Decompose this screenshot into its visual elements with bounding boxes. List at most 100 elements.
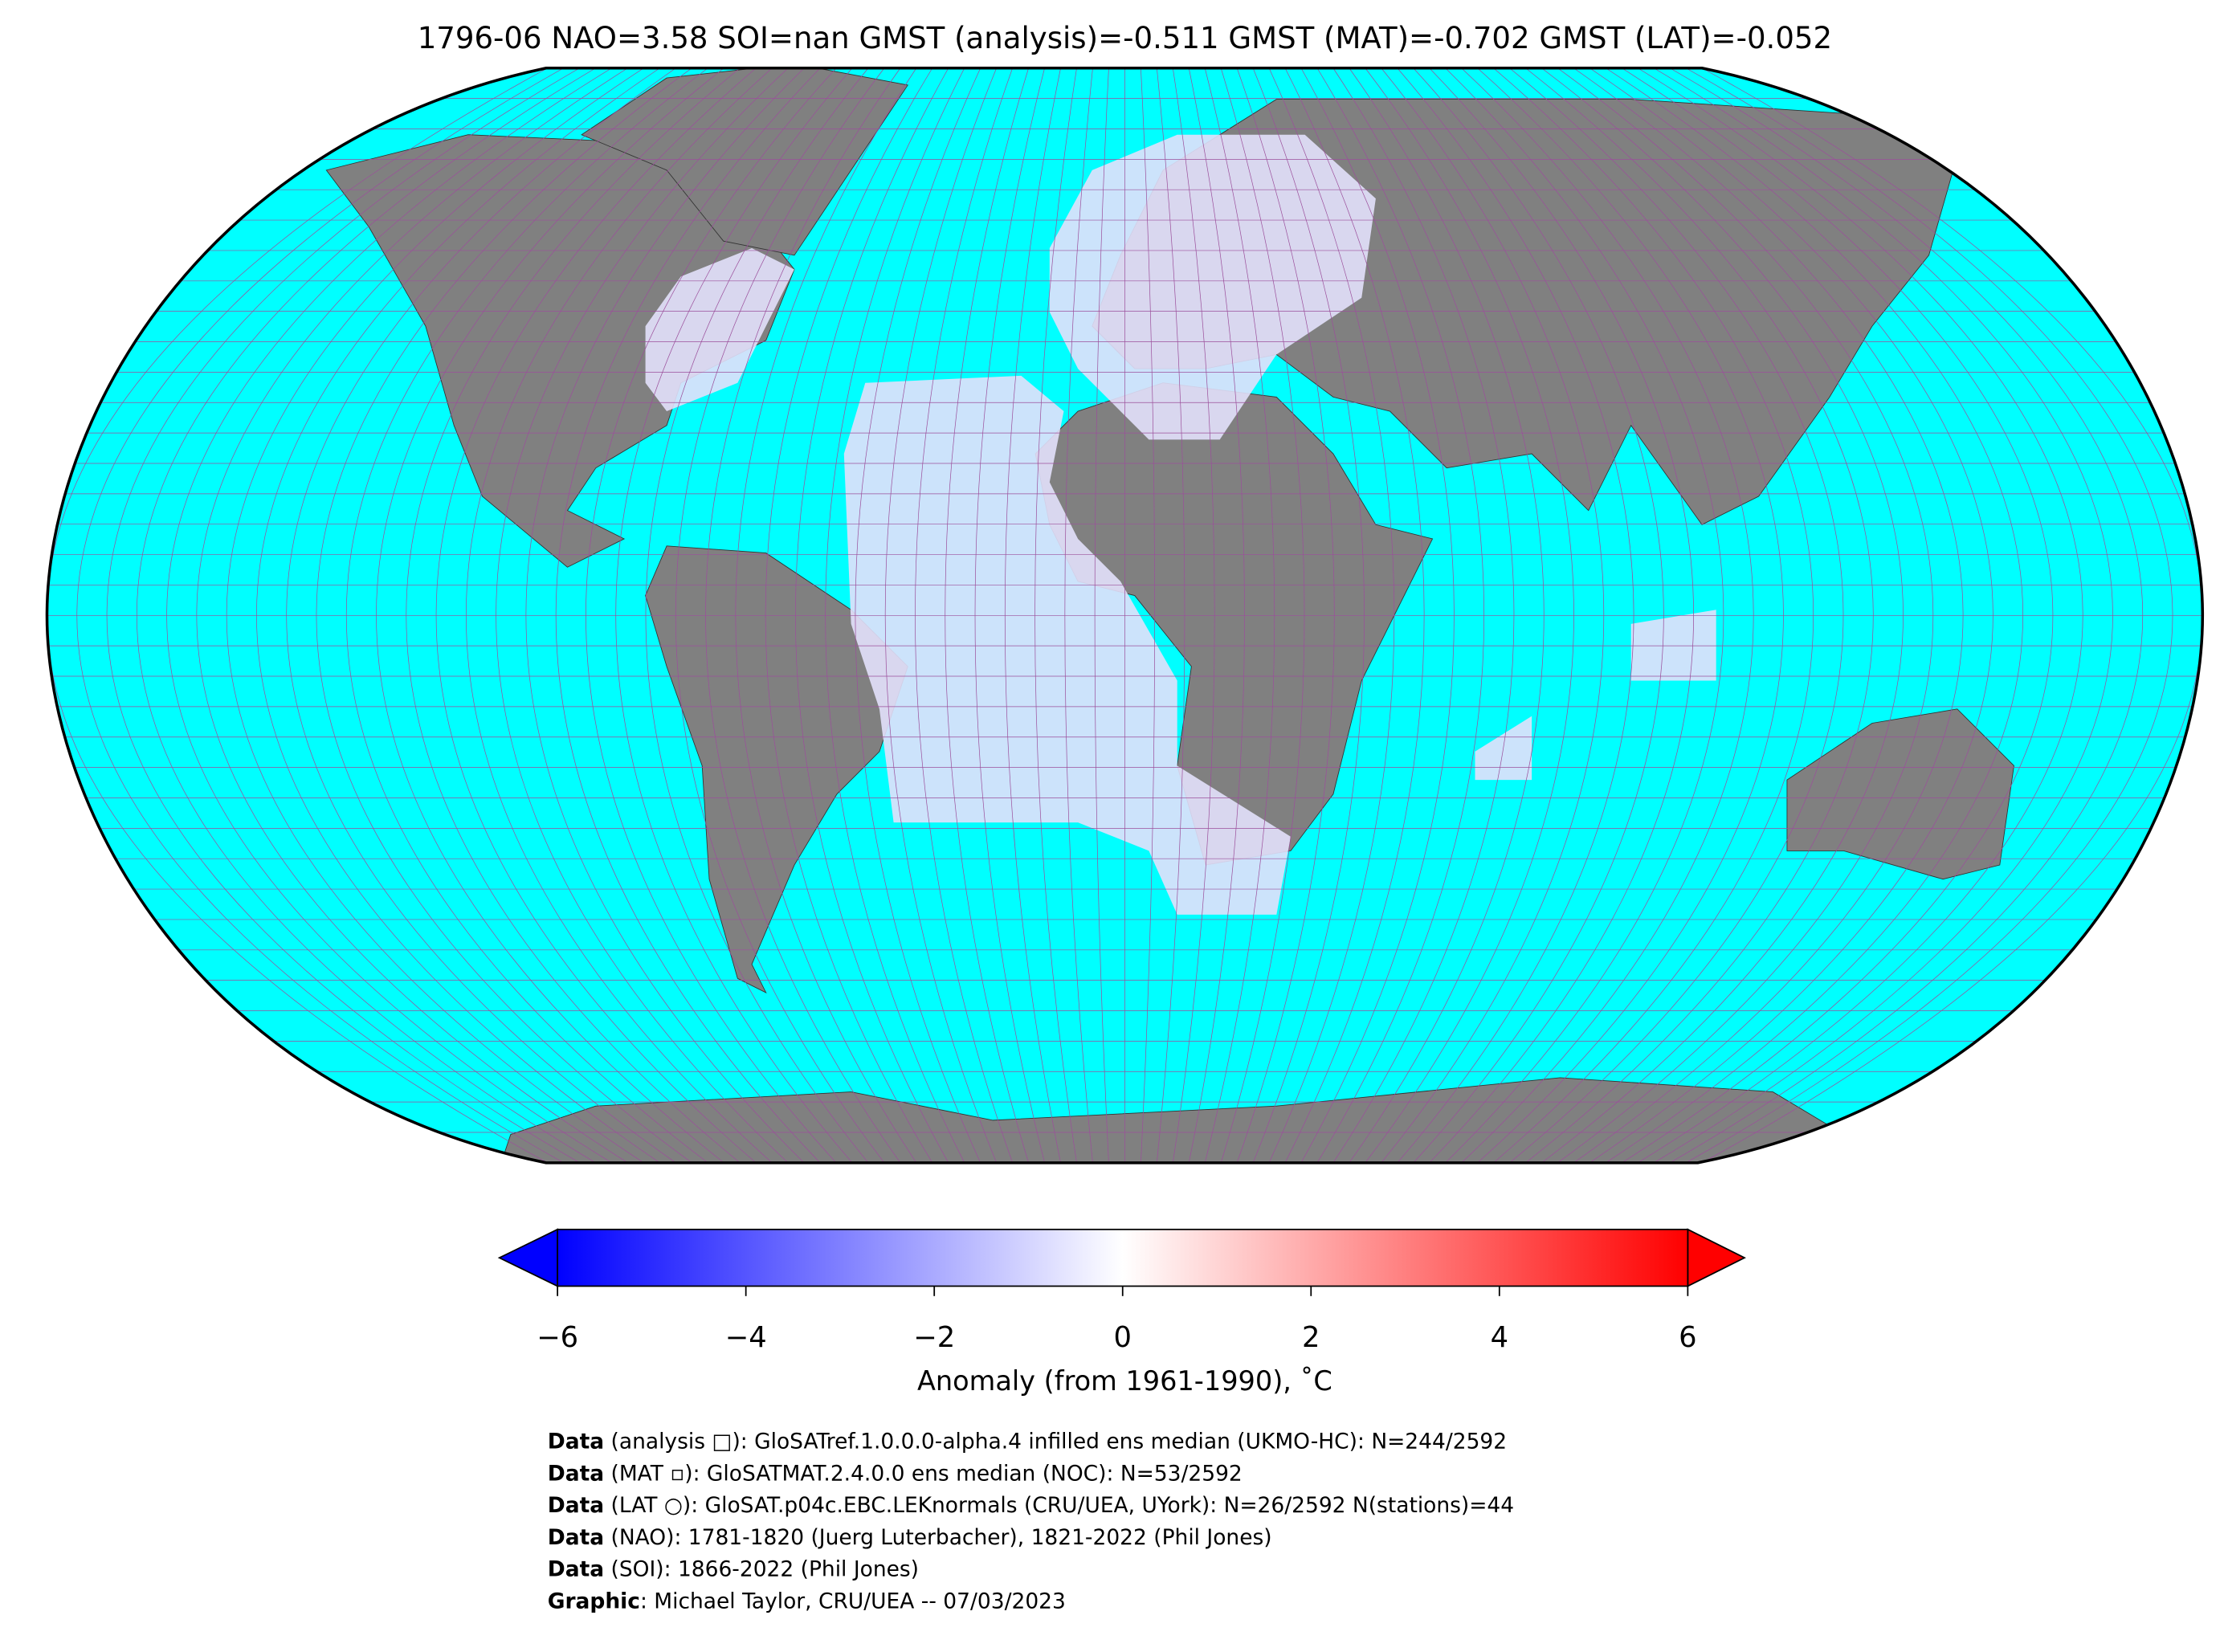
meridian: [1541, 67, 1904, 1163]
credits: Data (analysis □): GloSATref.1.0.0.0-alp…: [548, 1429, 1514, 1613]
meridian: [1573, 67, 1964, 1163]
credit-text: (analysis □): GloSATref.1.0.0.0-alpha.4 …: [604, 1429, 1507, 1454]
credit-line: Data (analysis □): GloSATref.1.0.0.0-alp…: [548, 1429, 1507, 1454]
credit-text: (LAT ○): GloSAT.p04c.EBC.LEKnormals (CRU…: [604, 1493, 1514, 1518]
tick-label: 4: [1491, 1321, 1508, 1354]
meridian: [855, 67, 981, 1163]
meridian: [615, 67, 853, 1163]
meridian: [675, 67, 885, 1163]
tick-label: 2: [1302, 1321, 1320, 1354]
meridian: [196, 67, 628, 1163]
anomaly-cells: [645, 134, 1716, 915]
meridian: [1445, 67, 1724, 1163]
meridian: [1094, 67, 1109, 1163]
meridian: [795, 67, 949, 1163]
credit-label: Data: [548, 1524, 604, 1549]
meridian: [286, 67, 676, 1163]
meridian: [1477, 67, 1784, 1163]
tick-label: −4: [725, 1321, 767, 1354]
map: [47, 67, 2203, 1163]
meridian: [1589, 67, 1993, 1163]
title: 1796-06 NAO=3.58 SOI=nan GMST (analysis)…: [418, 21, 1832, 55]
colorbar: −6 −4 −2 0 2 4 6 Anomaly (from 1961-1990), ˚C: [497, 1228, 1746, 1397]
credit-label: Data: [548, 1556, 604, 1581]
graticule: [47, 67, 2203, 1163]
credit-line: Graphic: Michael Taylor, CRU/UEA -- 07/0…: [548, 1589, 1066, 1613]
meridian: [346, 67, 708, 1163]
meridian: [765, 67, 933, 1163]
meridian: [106, 67, 580, 1163]
extend-low: [497, 1228, 559, 1287]
meridian: [1284, 67, 1425, 1163]
credit-label: Data: [548, 1429, 604, 1454]
meridian: [1236, 67, 1335, 1163]
meridian: [1252, 67, 1365, 1163]
meridian: [1653, 67, 2113, 1163]
colorbar-label: Anomaly (from 1961-1990), ˚C: [917, 1365, 1332, 1397]
meridian: [915, 67, 1013, 1163]
credit-text: (SOI): 1866-2022 (Phil Jones): [604, 1556, 919, 1581]
tick-label: 0: [1114, 1321, 1132, 1354]
meridian: [1509, 67, 1844, 1163]
meridian: [555, 67, 821, 1163]
credit-line: Data (NAO): 1781-1820 (Juerg Luterbacher…: [548, 1524, 1272, 1549]
meridian: [1637, 67, 2083, 1163]
colorbar-fill: [557, 1228, 1689, 1287]
meridian: [166, 67, 612, 1163]
credit-line: Data (MAT ▫): GloSATMAT.2.4.0.0 ens medi…: [548, 1461, 1243, 1486]
meridian: [1429, 67, 1694, 1163]
meridian: [1220, 67, 1305, 1163]
meridian: [1622, 67, 2054, 1163]
credit-line: Data (SOI): 1866-2022 (Phil Jones): [548, 1556, 919, 1581]
tick-label: −6: [537, 1321, 578, 1354]
meridian: [76, 67, 564, 1163]
meridian: [1381, 67, 1604, 1163]
meridian: [1525, 67, 1874, 1163]
meridian: [705, 67, 901, 1163]
meridian: [1493, 67, 1814, 1163]
meridian: [1268, 67, 1395, 1163]
meridian: [825, 67, 965, 1163]
meridian: [496, 67, 789, 1163]
meridian: [1034, 67, 1077, 1163]
meridian: [1365, 67, 1574, 1163]
meridian: [1300, 67, 1455, 1163]
credit-label: Data: [548, 1493, 604, 1518]
meridian: [1332, 67, 1515, 1163]
meridian: [1172, 67, 1215, 1163]
meridian: [1316, 67, 1484, 1163]
meridian: [1004, 67, 1061, 1163]
credit-label: Graphic: [548, 1589, 640, 1613]
meridian: [1557, 67, 1933, 1163]
meridian: [1685, 67, 2173, 1163]
meridian: [1188, 67, 1245, 1163]
meridian: [1141, 67, 1156, 1163]
meridian: [256, 67, 660, 1163]
meridian: [136, 67, 596, 1163]
meridian: [884, 67, 998, 1163]
tick-label: −2: [913, 1321, 955, 1354]
credit-text: : Michael Taylor, CRU/UEA -- 07/03/2023: [640, 1589, 1066, 1613]
meridian: [466, 67, 773, 1163]
credit-text: (MAT ▫): GloSATMAT.2.4.0.0 ens median (N…: [604, 1461, 1243, 1486]
meridian: [645, 67, 869, 1163]
meridian: [406, 67, 741, 1163]
meridian: [525, 67, 805, 1163]
meridian: [1669, 67, 2144, 1163]
meridian: [1156, 67, 1185, 1163]
credit-label: Data: [548, 1461, 604, 1486]
meridian: [1413, 67, 1664, 1163]
meridian: [316, 67, 692, 1163]
credit-text: (NAO): 1781-1820 (Juerg Luterbacher), 18…: [604, 1524, 1272, 1549]
meridian: [1461, 67, 1754, 1163]
meridian: [376, 67, 724, 1163]
extend-high: [1687, 1228, 1746, 1287]
meridian: [735, 67, 917, 1163]
meridian: [1349, 67, 1545, 1163]
meridian: [974, 67, 1045, 1163]
tick-label: 6: [1679, 1321, 1696, 1354]
credit-line: Data (LAT ○): GloSAT.p04c.EBC.LEKnormals…: [548, 1493, 1514, 1518]
meridian: [1064, 67, 1093, 1163]
meridian: [226, 67, 644, 1163]
